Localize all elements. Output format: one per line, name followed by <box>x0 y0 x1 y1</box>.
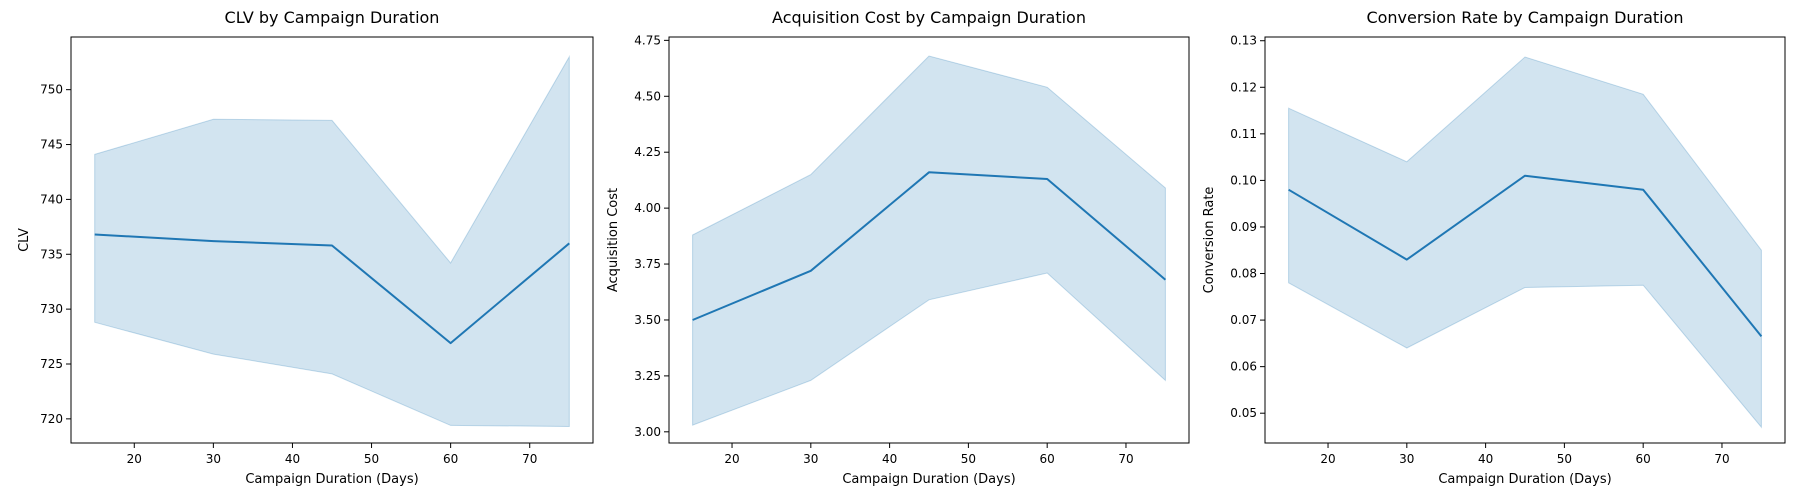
y-tick-label: 740 <box>40 192 63 206</box>
y-tick-label: 750 <box>40 83 63 97</box>
plot-frame <box>1264 36 1786 444</box>
chart-title: CLV by Campaign Duration <box>225 8 440 27</box>
y-tick-label: 745 <box>40 138 63 152</box>
y-tick-label: 730 <box>40 302 63 316</box>
y-tick-label: 4.25 <box>634 145 661 159</box>
x-tick-label: 50 <box>1557 452 1572 466</box>
x-tick-label: 70 <box>522 452 537 466</box>
confidence-band <box>94 54 570 428</box>
y-tick-label: 3.00 <box>634 425 661 439</box>
chart-panel-2: Acquisition Cost by Campaign Duration 20 3… <box>606 8 1190 487</box>
confidence-band <box>1288 56 1762 429</box>
y-tick-label: 725 <box>40 357 63 371</box>
x-tick-label: 30 <box>206 452 221 466</box>
y-tick-label: 3.25 <box>634 369 661 383</box>
x-tick-label: 40 <box>285 452 300 466</box>
y-tick-label: 0.09 <box>1230 220 1257 234</box>
y-tick-label: 0.07 <box>1230 313 1257 327</box>
plot-frame <box>70 36 594 444</box>
y-axis-label: Acquisition Cost <box>606 188 621 292</box>
chart-panel-3: Conversion Rate by Campaign Duration 20 30… <box>1202 8 1786 487</box>
y-tick-label: 4.00 <box>634 201 661 215</box>
y-tick-label: 735 <box>40 247 63 261</box>
x-axis-label: Campaign Duration (Days) <box>842 472 1015 487</box>
x-tick-label: 50 <box>961 452 976 466</box>
y-tick-label: 4.75 <box>634 33 661 47</box>
y-tick-label: 0.06 <box>1230 360 1257 374</box>
x-tick-label: 70 <box>1118 452 1133 466</box>
y-axis-label: CLV <box>17 228 32 252</box>
y-tick-label: 0.05 <box>1230 406 1257 420</box>
x-axis-label: Campaign Duration (Days) <box>245 472 418 487</box>
y-tick-label: 0.10 <box>1230 173 1257 187</box>
x-tick-label: 70 <box>1714 452 1729 466</box>
x-tick-label: 20 <box>127 452 142 466</box>
y-tick-label: 3.75 <box>634 257 661 271</box>
chart-title: Conversion Rate by Campaign Duration <box>1366 8 1683 27</box>
plot-frame <box>668 36 1190 444</box>
x-tick-label: 50 <box>364 452 379 466</box>
x-tick-label: 60 <box>1040 452 1055 466</box>
x-tick-label: 30 <box>803 452 818 466</box>
chart-panel-1: CLV by Campaign Duration 20 30 40 50 60 70 720 7… <box>17 8 594 487</box>
x-tick-label: 40 <box>882 452 897 466</box>
y-tick-label: 0.11 <box>1230 127 1257 141</box>
y-tick-label: 0.12 <box>1230 80 1257 94</box>
y-tick-label: 720 <box>40 412 63 426</box>
x-tick-label: 20 <box>724 452 739 466</box>
x-tick-label: 60 <box>443 452 458 466</box>
x-tick-label: 20 <box>1320 452 1335 466</box>
x-tick-label: 30 <box>1399 452 1414 466</box>
x-axis-label: Campaign Duration (Days) <box>1438 472 1611 487</box>
y-tick-label: 0.08 <box>1230 267 1257 281</box>
y-axis-label: Conversion Rate <box>1202 187 1217 294</box>
chart-panels: CLV by Campaign Duration 20 30 40 50 60 70 720 7… <box>17 8 1786 487</box>
y-tick-label: 4.50 <box>634 89 661 103</box>
x-tick-label: 60 <box>1636 452 1651 466</box>
y-tick-label: 0.13 <box>1230 34 1257 48</box>
x-tick-label: 40 <box>1478 452 1493 466</box>
confidence-band <box>692 55 1166 426</box>
y-tick-label: 3.50 <box>634 313 661 327</box>
chart-title: Acquisition Cost by Campaign Duration <box>772 8 1086 27</box>
